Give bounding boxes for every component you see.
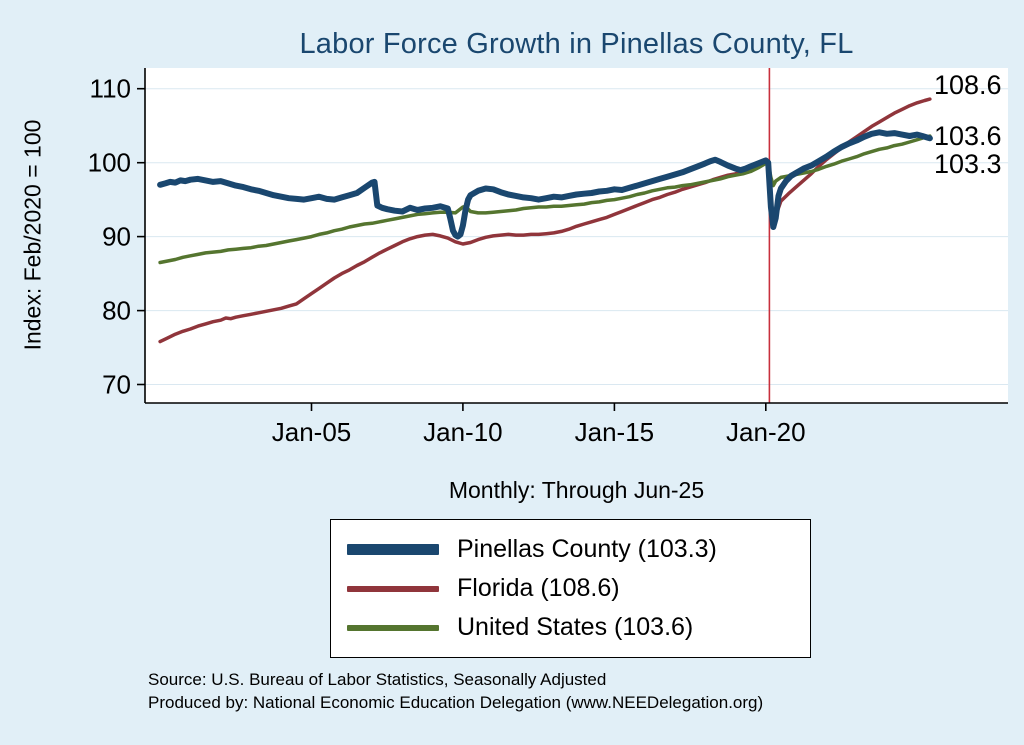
y-tick-label: 80 [102,296,131,326]
x-tick-label: Jan-20 [726,417,806,447]
y-tick-label: 90 [102,222,131,252]
legend-row-united-states: United States (103.6) [347,613,794,642]
produced-by-line: Produced by: National Economic Education… [148,693,764,712]
legend-swatch-united-states [347,624,439,631]
end-label-pinellas: 103.3 [934,149,1002,179]
end-label-florida: 108.6 [934,70,1002,100]
legend-box: Pinellas County (103.3) Florida (108.6) … [330,519,811,658]
legend-swatch-florida [347,585,439,592]
y-tick-label: 70 [102,370,131,400]
chart-title: Labor Force Growth in Pinellas County, F… [299,28,854,60]
legend-label-united-states: United States (103.6) [457,613,694,641]
end-label-united-states: 103.6 [934,121,1002,151]
legend-row-pinellas: Pinellas County (103.3) [347,535,794,564]
plot-area [145,68,1008,403]
source-block: Source: U.S. Bureau of Labor Statistics,… [148,668,763,714]
legend-row-florida: Florida (108.6) [347,574,794,603]
chart-subtitle: Monthly: Through Jun-25 [448,477,705,503]
source-line: Source: U.S. Bureau of Labor Statistics,… [148,670,607,689]
legend-label-pinellas: Pinellas County (103.3) [457,535,717,563]
x-tick-label: Jan-10 [423,417,503,447]
x-tick-label: Jan-05 [272,417,352,447]
legend-swatch-pinellas [347,544,439,555]
x-tick-label: Jan-15 [575,417,655,447]
legend-label-florida: Florida (108.6) [457,574,620,602]
y-tick-label: 100 [88,148,131,178]
series-line-florida [158,97,932,344]
y-tick-label: 110 [90,74,131,104]
series-line-pinellas-county [157,129,933,240]
